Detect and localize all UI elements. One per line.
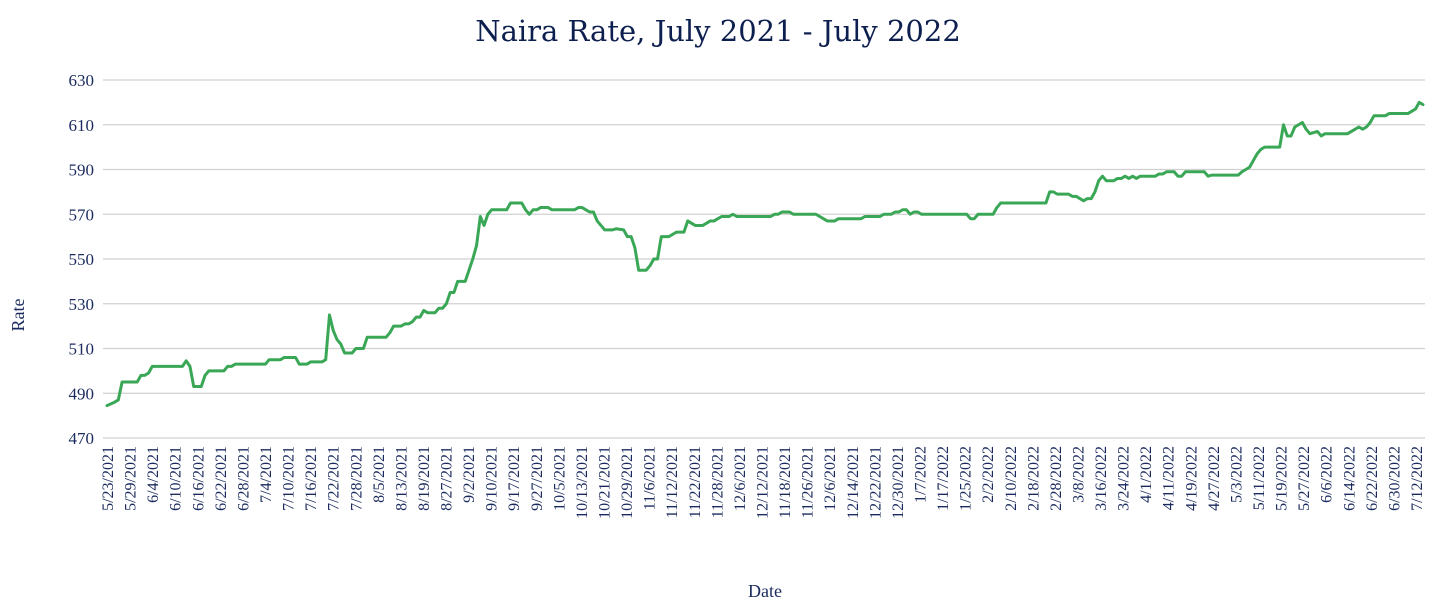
x-tick-label: 5/29/2021 [123, 446, 140, 511]
x-tick-label: 4/19/2022 [1183, 446, 1200, 511]
x-tick-label: 6/10/2021 [168, 446, 185, 511]
y-axis-label: Rate [8, 299, 28, 332]
x-tick-label: 6/28/2021 [235, 446, 252, 511]
y-tick-label: 470 [69, 429, 95, 448]
x-tick-label: 10/29/2021 [619, 446, 636, 519]
x-tick-label: 12/22/2021 [867, 446, 884, 519]
x-tick-label: 12/6/2021 [732, 446, 749, 511]
x-tick-label: 12/6/2021 [822, 446, 839, 511]
x-tick-label: 6/16/2021 [190, 446, 207, 511]
x-tick-label: 9/10/2021 [484, 446, 501, 511]
x-tick-label: 11/26/2021 [800, 446, 817, 518]
x-tick-label: 11/28/2021 [709, 446, 726, 518]
y-tick-label: 550 [69, 250, 95, 269]
x-tick-label: 6/22/2021 [213, 446, 230, 511]
x-axis-label: Date [748, 581, 782, 601]
x-tick-label: 7/4/2021 [258, 446, 275, 503]
x-tick-label: 3/24/2022 [1116, 446, 1133, 511]
x-tick-label: 8/13/2021 [393, 446, 410, 511]
x-tick-label: 12/30/2021 [890, 446, 907, 519]
chart-title: Naira Rate, July 2021 - July 2022 [475, 14, 961, 48]
y-tick-label: 590 [69, 161, 95, 180]
x-tick-label: 5/19/2022 [1274, 446, 1291, 511]
x-tick-label: 5/11/2022 [1251, 446, 1268, 510]
x-tick-label: 2/2/2022 [980, 446, 997, 503]
x-tick-label: 6/22/2022 [1364, 446, 1381, 511]
y-tick-label: 490 [69, 384, 95, 403]
x-axis-ticks: 5/23/2021 5/29/2021 6/4/2021 6/10/2021 6/16/… [100, 446, 1426, 519]
x-tick-label: 3/8/2022 [1070, 446, 1087, 503]
y-tick-label: 570 [69, 205, 95, 224]
x-tick-label: 5/27/2022 [1296, 446, 1313, 511]
x-tick-label: 6/14/2022 [1341, 446, 1358, 511]
x-tick-label: 11/22/2021 [687, 446, 704, 518]
x-tick-label: 7/16/2021 [303, 446, 320, 511]
series-line [105, 100, 1425, 408]
x-tick-label: 10/21/2021 [597, 446, 614, 519]
x-tick-label: 10/5/2021 [551, 446, 568, 511]
gridlines [103, 79, 1425, 439]
y-tick-label: 610 [69, 116, 95, 135]
x-tick-label: 11/18/2021 [777, 446, 794, 518]
x-tick-label: 5/3/2022 [1228, 446, 1245, 503]
x-tick-label: 8/5/2021 [371, 446, 388, 503]
x-tick-label: 9/2/2021 [461, 446, 478, 503]
x-tick-label: 6/4/2021 [145, 446, 162, 503]
x-tick-label: 2/28/2022 [1048, 446, 1065, 511]
x-tick-label: 3/16/2022 [1093, 446, 1110, 511]
x-tick-label: 8/27/2021 [439, 446, 456, 511]
x-tick-label: 1/7/2022 [912, 446, 929, 503]
x-tick-label: 1/17/2022 [935, 446, 952, 511]
x-tick-label: 6/6/2022 [1319, 446, 1336, 503]
y-axis-ticks: 470 490 510 530 550 570 590 610 630 [69, 71, 95, 448]
x-tick-label: 4/1/2022 [1138, 446, 1155, 503]
x-tick-label: 7/10/2021 [281, 446, 298, 511]
x-tick-label: 6/30/2022 [1386, 446, 1403, 511]
x-tick-label: 4/27/2022 [1206, 446, 1223, 511]
x-tick-label: 7/28/2021 [348, 446, 365, 511]
x-tick-label: 2/10/2022 [1003, 446, 1020, 511]
x-tick-label: 11/6/2021 [642, 446, 659, 510]
x-tick-label: 4/11/2022 [1161, 446, 1178, 510]
x-tick-label: 9/17/2021 [506, 446, 523, 511]
x-tick-label: 1/25/2022 [958, 446, 975, 511]
x-tick-label: 8/19/2021 [416, 446, 433, 511]
x-tick-label: 7/12/2022 [1409, 446, 1426, 511]
x-tick-label: 5/23/2021 [100, 446, 117, 511]
y-tick-label: 630 [69, 71, 95, 90]
y-tick-label: 510 [69, 340, 95, 359]
x-tick-label: 2/18/2022 [1025, 446, 1042, 511]
x-tick-label: 9/27/2021 [529, 446, 546, 511]
x-tick-label: 10/13/2021 [574, 446, 591, 519]
x-tick-label: 7/22/2021 [326, 446, 343, 511]
y-tick-label: 530 [69, 295, 95, 314]
x-tick-label: 11/12/2021 [664, 446, 681, 518]
x-tick-label: 12/12/2021 [755, 446, 772, 519]
x-tick-label: 12/14/2021 [845, 446, 862, 519]
